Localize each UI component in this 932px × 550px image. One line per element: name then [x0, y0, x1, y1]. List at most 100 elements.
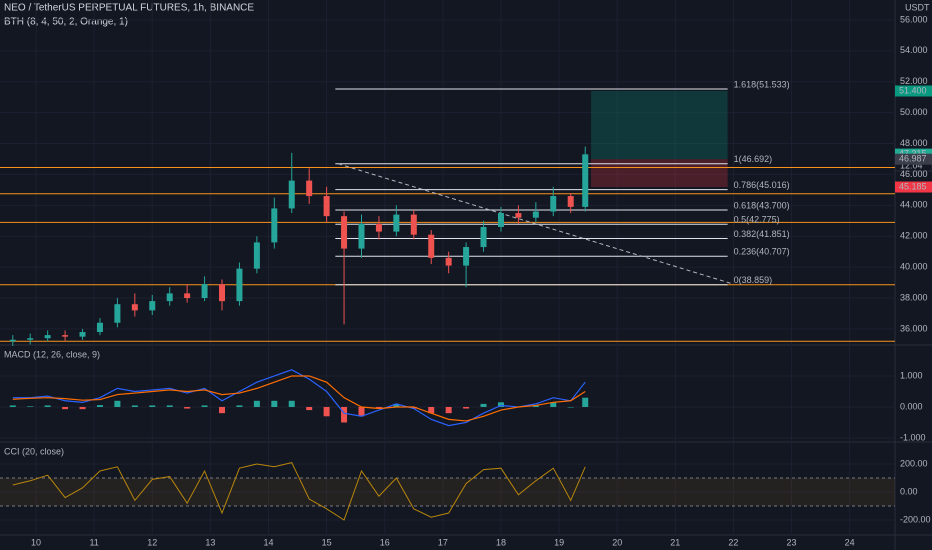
candle-body	[428, 234, 435, 258]
histogram-bar	[341, 406, 348, 423]
candle-body	[550, 196, 557, 212]
candle-body	[582, 154, 589, 207]
histogram-bar	[96, 405, 103, 407]
histogram-bar	[358, 406, 365, 417]
histogram-bar	[306, 406, 313, 411]
price-badge-label: 47.315	[899, 148, 927, 158]
y-tick-label: 1.000	[900, 370, 923, 380]
candle-body	[131, 304, 138, 311]
x-tick-label: 10	[31, 537, 41, 547]
y-tick-label: 40.000	[900, 262, 928, 272]
candle-body	[114, 304, 121, 323]
price-badge-label: 51.400	[899, 85, 927, 95]
fib-label: 1.618(51.533)	[734, 79, 790, 89]
histogram-bar	[550, 402, 557, 407]
y-tick-label: 54.000	[900, 45, 928, 55]
candle-body	[79, 332, 86, 337]
histogram-bar	[201, 405, 208, 407]
candle-body	[567, 196, 574, 207]
x-tick-label: 20	[612, 537, 622, 547]
fib-label: 0(38.859)	[734, 275, 773, 285]
y-tick-label: 42.000	[900, 231, 928, 241]
x-tick-label: 19	[554, 537, 564, 547]
candle-body	[375, 223, 382, 232]
price-badge	[895, 181, 932, 193]
candle-body	[9, 339, 16, 342]
y-tick-label: 0.00	[900, 486, 918, 496]
histogram-bar	[532, 405, 539, 407]
x-tick-label: 15	[322, 537, 332, 547]
histogram-bar	[375, 406, 382, 409]
symbol-title: NEO / TetherUS PERPETUAL FUTURES, 1h, BI…	[4, 3, 254, 14]
histogram-bar	[393, 403, 400, 407]
histogram-bar	[480, 403, 487, 407]
indicator-title: BTH (8, 4, 50, 2, Orange, 1)	[4, 17, 128, 28]
histogram-bar	[323, 406, 330, 417]
x-tick-label: 13	[205, 537, 215, 547]
candle-body	[480, 226, 487, 248]
y-tick-label: 48.000	[900, 138, 928, 148]
histogram-bar	[567, 406, 574, 408]
candle-body	[62, 335, 69, 337]
y-tick-label: 56.000	[900, 14, 928, 24]
y-tick-label: -1.000	[900, 432, 926, 442]
candle-body	[253, 242, 260, 269]
histogram-bar	[79, 406, 86, 410]
histogram-bar	[497, 402, 504, 407]
fib-label: 0.236(40.707)	[734, 247, 790, 257]
histogram-bar	[9, 405, 16, 407]
x-tick-label: 23	[787, 537, 797, 547]
histogram-bar	[410, 406, 417, 409]
fib-label: 0.786(45.016)	[734, 180, 790, 190]
fib-label: 0.618(43.700)	[734, 200, 790, 210]
histogram-bar	[149, 405, 156, 407]
candle-body	[306, 180, 313, 197]
x-tick-label: 18	[496, 537, 506, 547]
candle-body	[323, 196, 330, 217]
histogram-bar	[445, 406, 452, 414]
y-tick-label: 46.000	[900, 169, 928, 179]
histogram-bar	[428, 406, 435, 414]
candle-body	[515, 213, 522, 218]
histogram-bar	[27, 406, 34, 407]
candle-body	[288, 180, 295, 209]
fib-label: 0.382(41.851)	[734, 229, 790, 239]
y-tick-label: 50.000	[900, 107, 928, 117]
histogram-bar	[166, 405, 173, 407]
indicator-line	[12, 375, 586, 422]
indicator-line	[12, 369, 586, 427]
fib-label: 0.5(42.775)	[734, 215, 780, 225]
histogram-bar	[184, 406, 191, 409]
target-zone	[591, 91, 728, 160]
candle-body	[184, 293, 191, 299]
y-tick-label: 0.000	[900, 401, 923, 411]
histogram-bar	[219, 406, 226, 414]
histogram-bar	[288, 400, 295, 407]
candle-body	[236, 268, 243, 302]
cci-band	[0, 477, 895, 507]
y-tick-label: 36.000	[900, 323, 928, 333]
histogram-bar	[131, 405, 138, 407]
y-tick-label: 200.00	[900, 458, 928, 468]
candle-body	[341, 216, 348, 249]
candle-body	[497, 213, 504, 227]
candle-body	[358, 223, 365, 249]
y-tick-label: 44.000	[900, 200, 928, 210]
histogram-bar	[62, 406, 69, 410]
candle-body	[393, 214, 400, 232]
candle-body	[166, 293, 173, 302]
histogram-bar	[236, 405, 243, 407]
x-tick-label: 11	[89, 537, 98, 547]
candle-body	[96, 322, 103, 333]
price-badge	[895, 153, 932, 165]
y-tick-label: 52.000	[900, 76, 928, 86]
x-tick-label: 12	[147, 537, 157, 547]
pane-title: CCI (20, close)	[4, 446, 64, 456]
x-tick-label: 21	[670, 537, 680, 547]
y-tick-label: -200.00	[900, 514, 931, 524]
x-tick-label: 24	[845, 537, 855, 547]
histogram-bar	[253, 400, 260, 407]
x-tick-label: 22	[728, 537, 738, 547]
histogram-bar	[114, 400, 121, 407]
